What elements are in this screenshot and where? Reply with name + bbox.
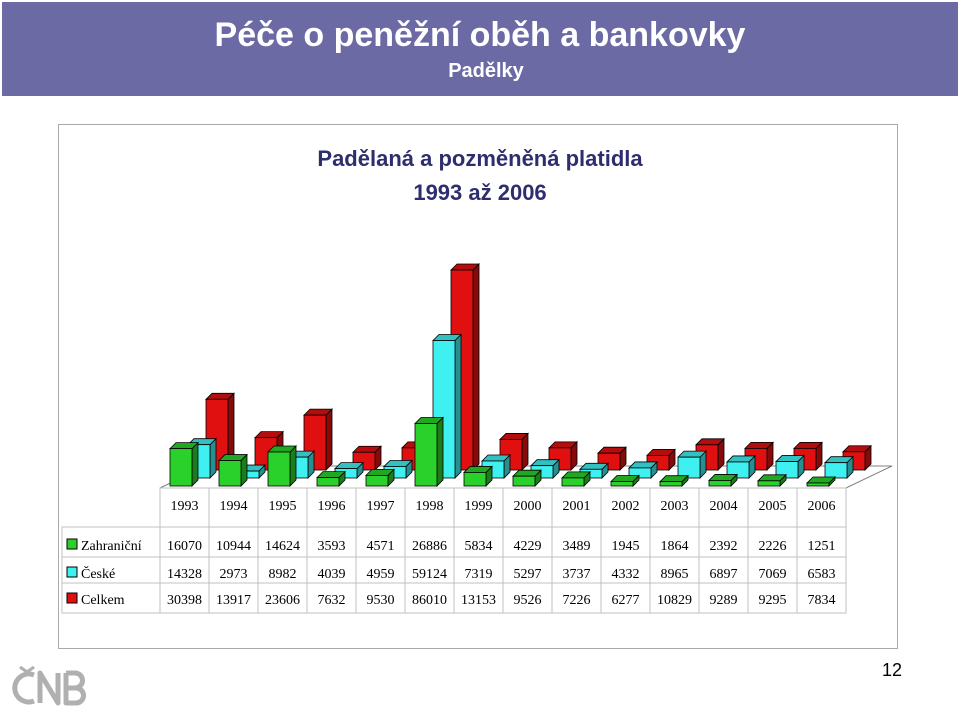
data-label-Zahraniční-2006: 1251 xyxy=(808,539,836,554)
data-label-Zahraniční-1999: 5834 xyxy=(465,539,493,554)
data-label-Zahraniční-1997: 4571 xyxy=(367,539,395,554)
data-label-Celkem-2004: 9289 xyxy=(710,593,738,608)
bar-Zahraniční-1998 xyxy=(414,423,438,487)
data-label-České-1998: 59124 xyxy=(412,567,447,582)
data-label-České-1995: 8982 xyxy=(269,567,297,582)
data-label-Zahraniční-2003: 1864 xyxy=(661,539,689,554)
bar-Zahraniční-1994 xyxy=(218,460,242,487)
data-label-Celkem-2000: 9526 xyxy=(514,593,542,608)
bar-side-Zahraniční-1995 xyxy=(289,445,297,487)
chart-subtitle: 1993 až 2006 xyxy=(413,180,547,205)
data-label-Celkem-2005: 9295 xyxy=(759,593,787,608)
data-label-Celkem-1994: 13917 xyxy=(216,593,251,608)
tick-label-2006: 2006 xyxy=(808,499,836,514)
data-label-Celkem-2002: 6277 xyxy=(612,593,640,608)
data-label-Celkem-2003: 10829 xyxy=(657,593,692,608)
tick-label-2003: 2003 xyxy=(661,499,689,514)
bar-Zahraniční-2004 xyxy=(708,480,732,487)
data-label-Zahraniční-2000: 4229 xyxy=(514,539,542,554)
chart-title: Padělaná a pozměněná platidla xyxy=(317,146,643,171)
tick-label-2000: 2000 xyxy=(514,499,542,514)
tick-label-1995: 1995 xyxy=(269,499,297,514)
bar-České-2003 xyxy=(677,456,701,479)
data-label-České-2003: 8965 xyxy=(661,567,689,582)
data-label-Celkem-1998: 86010 xyxy=(412,593,447,608)
bar-Zahraniční-2001 xyxy=(561,477,585,487)
data-label-České-1994: 2973 xyxy=(220,567,248,582)
bar-side-Celkem-1995 xyxy=(325,408,333,471)
data-label-České-1999: 7319 xyxy=(465,567,493,582)
tick-label-1996: 1996 xyxy=(318,499,346,514)
tick-label-1999: 1999 xyxy=(465,499,493,514)
bar-Zahraniční-2006 xyxy=(806,482,830,487)
data-label-České-2004: 6897 xyxy=(710,567,738,582)
data-label-České-2000: 5297 xyxy=(514,567,542,582)
bar-České-2005 xyxy=(775,461,799,479)
data-label-Zahraniční-2002: 1945 xyxy=(612,539,640,554)
data-label-Celkem-1996: 7632 xyxy=(318,593,346,608)
bar-side-České-1993 xyxy=(209,437,217,479)
bar-side-Zahraniční-1993 xyxy=(191,441,199,487)
tick-label-2005: 2005 xyxy=(759,499,787,514)
header-bar xyxy=(2,2,958,96)
data-label-České-1993: 14328 xyxy=(167,567,202,582)
bar-Zahraniční-1996 xyxy=(316,477,340,487)
tick-label-1993: 1993 xyxy=(171,499,199,514)
bar-Zahraniční-1997 xyxy=(365,474,389,487)
data-label-České-1997: 4959 xyxy=(367,567,395,582)
bar-Zahraniční-2005 xyxy=(757,480,781,487)
data-label-Zahraniční-2005: 2226 xyxy=(759,539,787,554)
tick-label-1997: 1997 xyxy=(367,499,395,514)
slide-subtitle: Padělky xyxy=(448,60,524,82)
bar-Zahraniční-2002 xyxy=(610,481,634,487)
data-label-České-2001: 3737 xyxy=(563,567,591,582)
legend-label-Celkem: Celkem xyxy=(81,593,125,608)
bar-Zahraniční-1995 xyxy=(267,451,291,487)
data-label-Celkem-2006: 7834 xyxy=(808,593,836,608)
data-label-České-2002: 4332 xyxy=(612,567,640,582)
chart-frame xyxy=(58,124,898,649)
tick-label-2004: 2004 xyxy=(710,499,738,514)
tick-label-2002: 2002 xyxy=(612,499,640,514)
page-number: 12 xyxy=(881,660,902,680)
data-label-Celkem-2001: 7226 xyxy=(563,593,591,608)
cnb-logo xyxy=(12,665,86,706)
tick-label-2001: 2001 xyxy=(563,499,591,514)
data-label-Zahraniční-2004: 2392 xyxy=(710,539,738,554)
bar-side-České-1998 xyxy=(454,333,462,479)
data-label-České-2005: 7069 xyxy=(759,567,787,582)
bar-České-2006 xyxy=(824,462,848,479)
data-label-Zahraniční-1998: 26886 xyxy=(412,539,447,554)
slide-title: Péče o peněžní oběh a bankovky xyxy=(214,16,746,54)
data-label-Zahraniční-1993: 16070 xyxy=(167,539,202,554)
bar-České-2004 xyxy=(726,461,750,479)
data-label-Zahraniční-2001: 3489 xyxy=(563,539,591,554)
tick-label-1994: 1994 xyxy=(220,499,248,514)
data-label-České-1996: 4039 xyxy=(318,567,346,582)
data-label-Zahraniční-1994: 10944 xyxy=(216,539,251,554)
data-label-Celkem-1999: 13153 xyxy=(461,593,496,608)
bar-Zahraniční-2003 xyxy=(659,481,683,487)
legend-swatch-Zahraniční xyxy=(66,538,78,550)
legend-swatch-České xyxy=(66,566,78,578)
legend-swatch-Celkem xyxy=(66,592,78,604)
data-label-Zahraniční-1995: 14624 xyxy=(265,539,300,554)
tick-label-1998: 1998 xyxy=(416,499,444,514)
bar-side-Celkem-1998 xyxy=(472,263,480,471)
legend-label-Zahraniční: Zahraniční xyxy=(81,539,142,554)
data-label-Celkem-1995: 23606 xyxy=(265,593,300,608)
bar-Zahraniční-1993 xyxy=(169,448,193,487)
legend-label-České: České xyxy=(81,565,115,582)
data-label-Celkem-1993: 30398 xyxy=(167,593,202,608)
bar-side-Zahraniční-1998 xyxy=(436,416,444,487)
data-label-Zahraniční-1996: 3593 xyxy=(318,539,346,554)
data-label-České-2006: 6583 xyxy=(808,567,836,582)
bar-České-2002 xyxy=(628,467,652,479)
data-label-Celkem-1997: 9530 xyxy=(367,593,395,608)
bar-Zahraniční-2000 xyxy=(512,475,536,487)
bar-Zahraniční-1999 xyxy=(463,472,487,487)
